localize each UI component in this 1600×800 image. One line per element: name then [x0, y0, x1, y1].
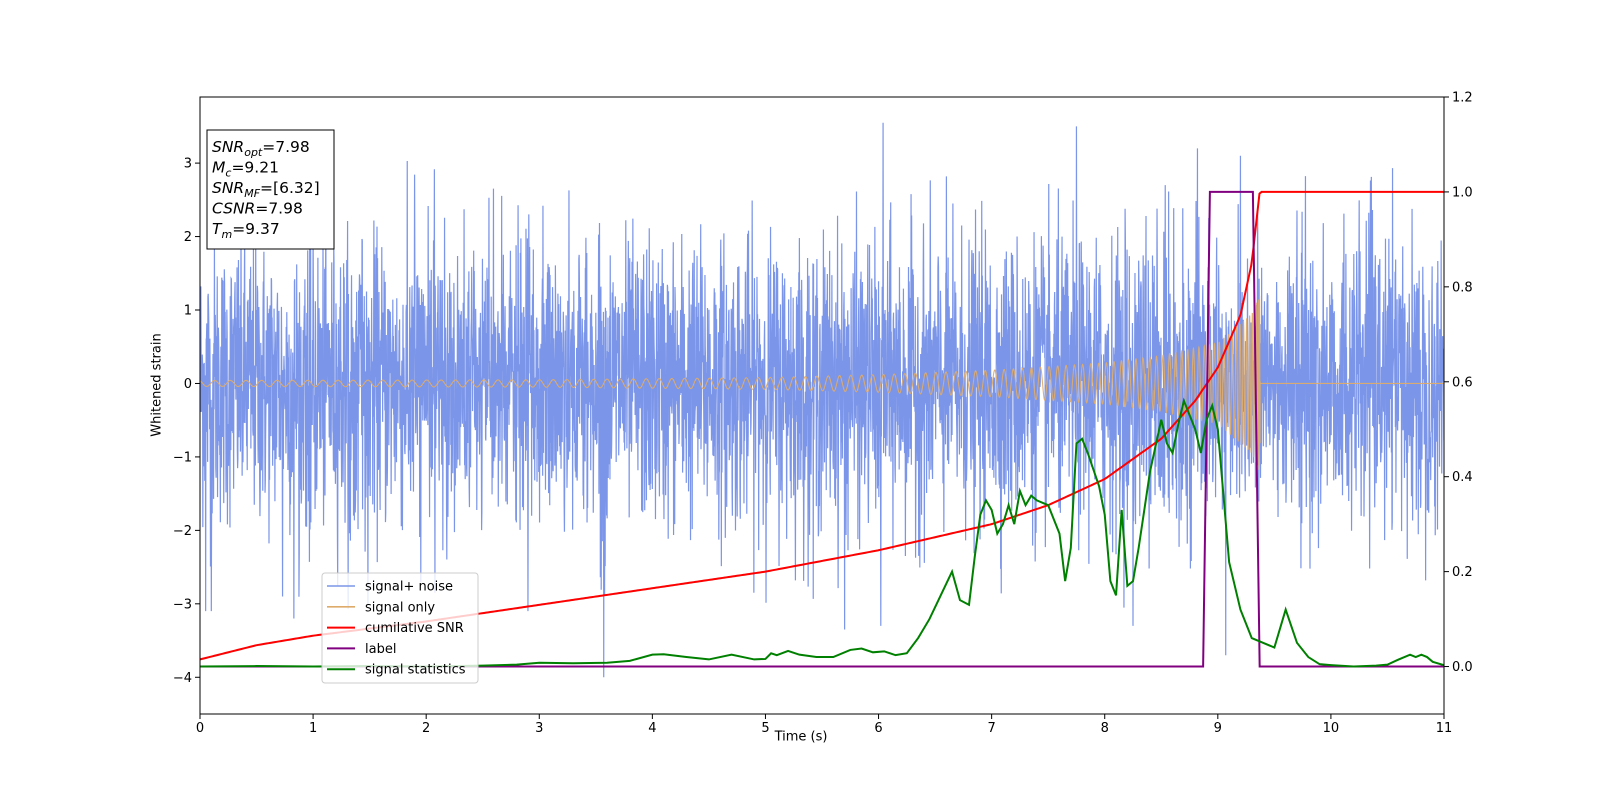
legend-label: signal+ noise	[365, 580, 453, 595]
legend-label: cumilative SNR	[365, 621, 464, 636]
y-tick-label: 2	[184, 230, 192, 245]
annotation-line: Tm=9.37	[212, 220, 280, 241]
y2-tick-label: 0.6	[1452, 375, 1473, 390]
annotation-line: SNRopt=7.98	[212, 138, 310, 159]
x-tick-label: 5	[761, 721, 769, 736]
x-tick-label: 6	[874, 721, 882, 736]
series-signal-statistics-line	[200, 397, 1444, 668]
legend-frame	[321, 572, 479, 684]
legend-label: signal only	[365, 600, 435, 615]
legend-label: label	[365, 642, 396, 657]
annotation-line: CSNR=7.98	[212, 200, 303, 218]
y2-tick-label: 1.0	[1452, 185, 1473, 200]
x-tick-label: 1	[309, 721, 317, 736]
y2-tick-label: 0.4	[1452, 470, 1473, 485]
annotation-line: Mc=9.21	[212, 159, 279, 180]
plot-frame	[199, 96, 1445, 715]
x-tick-label: 10	[1323, 721, 1340, 736]
x-tick-label: 0	[196, 721, 204, 736]
x-tick-label: 2	[422, 721, 430, 736]
x-tick-label: 11	[1436, 721, 1453, 736]
y2-tick-label: 1.2	[1452, 91, 1473, 106]
y2-tick-label: 0.8	[1452, 280, 1473, 295]
x-tick-label: 4	[648, 721, 656, 736]
y2-tick-label: 0.0	[1452, 660, 1473, 675]
y-tick-label: −4	[173, 671, 192, 686]
series-signal-only-line	[200, 295, 1444, 470]
annotation-frame	[206, 129, 335, 250]
y2-tick-label: 0.2	[1452, 565, 1473, 580]
y-axis-label: Whitened strain	[150, 333, 165, 436]
x-tick-label: 9	[1214, 721, 1222, 736]
x-tick-label: 7	[987, 721, 995, 736]
legend: signal+ noise signal only cumilative SNR la…	[321, 572, 479, 684]
x-tick-label: 3	[535, 721, 543, 736]
series-label-line	[200, 190, 1444, 668]
legend-label: signal statistics	[365, 663, 466, 678]
y-tick-label: 3	[184, 157, 192, 172]
x-tick-label: 8	[1101, 721, 1109, 736]
y-tick-label: −2	[173, 524, 192, 539]
y-tick-label: −3	[173, 597, 192, 612]
annotation-line: SNRMF=[6.32]	[212, 179, 320, 200]
series-signal-noise-line	[200, 122, 1444, 678]
y-tick-label: 0	[184, 377, 192, 392]
y-tick-label: 1	[184, 304, 192, 319]
x-axis-label: Time (s)	[774, 730, 828, 745]
y-tick-label: −1	[173, 450, 192, 465]
